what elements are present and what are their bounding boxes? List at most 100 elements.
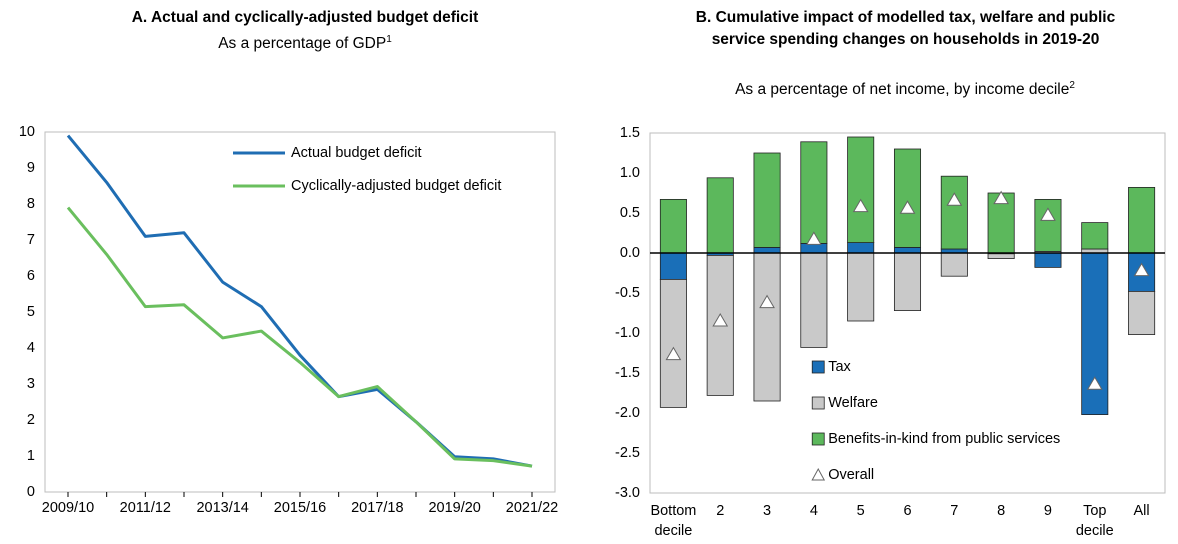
x-tick-label-line: 9: [1044, 503, 1052, 519]
overall-marker: [899, 200, 916, 214]
x-tick-label-line: All: [1134, 503, 1150, 519]
x-tick-label: 7: [950, 503, 958, 519]
overall-marker: [712, 313, 729, 327]
x-tick-label-line: 5: [857, 503, 865, 519]
y-tick-label: 2: [27, 412, 35, 428]
overall-marker: [1133, 262, 1150, 277]
x-tick-label: Bottom decile: [650, 503, 696, 539]
y-tick-label: 7: [27, 232, 35, 248]
bar-segment: [940, 252, 968, 277]
x-tick-label: 3: [763, 503, 771, 519]
x-tick-label: 8: [997, 503, 1005, 519]
line-series: [66, 206, 533, 468]
bar-segment: [659, 252, 687, 280]
footnote-mark: 1: [386, 34, 392, 45]
bar-segment: [753, 252, 781, 402]
bar-segment: [1128, 186, 1156, 254]
overall-marker: [852, 198, 869, 213]
y-tick-label: 9: [27, 160, 35, 176]
overall-marker: [805, 231, 822, 245]
x-tick-label-line: decile: [654, 523, 692, 539]
legend-label: Cyclically-adjusted budget deficit: [291, 178, 501, 194]
overall-marker: [759, 294, 775, 309]
y-tick-label: 0.0: [620, 245, 640, 261]
bar-segment: [1128, 290, 1156, 335]
x-tick-label: 2021/22: [506, 500, 558, 516]
y-tick-label: 5: [27, 304, 35, 320]
x-tick-label-line: Bottom: [650, 503, 696, 519]
legend-swatch: [811, 467, 826, 481]
overall-marker: [665, 346, 682, 361]
y-tick-label: 0: [27, 484, 35, 500]
y-tick-label: 4: [27, 340, 35, 356]
subtitle-text: As a percentage of GDP: [218, 35, 387, 53]
legend-label: Welfare: [828, 395, 878, 411]
bar-segment: [893, 246, 922, 254]
x-tick-label-line: 7: [950, 503, 958, 519]
x-tick-label: 9: [1044, 503, 1052, 519]
legend-label: Actual budget deficit: [291, 145, 422, 161]
y-tick-label: 10: [19, 124, 35, 140]
y-tick-label: -2.0: [615, 405, 640, 421]
bar-segment: [800, 252, 828, 348]
bar-segment: [753, 246, 781, 254]
legend-swatch: [811, 396, 825, 410]
x-tick-label: All: [1134, 503, 1150, 519]
y-tick-label: 1: [27, 448, 35, 464]
plot-frame: [649, 132, 1166, 494]
y-tick-label: -1.5: [615, 365, 640, 381]
overall-marker: [993, 190, 1010, 205]
legend-label: Tax: [828, 359, 851, 375]
bar-segment: [940, 175, 968, 250]
legend-label: Overall: [828, 467, 874, 483]
bar-segment: [847, 136, 875, 243]
bar-segment: [659, 198, 687, 254]
x-tick-label: 2: [716, 503, 724, 519]
bar-segment: [706, 177, 734, 254]
x-tick-label: 2019/20: [428, 500, 480, 516]
x-tick-label: 4: [810, 503, 818, 519]
x-tick-label-line: decile: [1076, 523, 1114, 539]
x-tick-label: Top decile: [1076, 503, 1114, 539]
x-tick-label: 2011/12: [120, 500, 171, 516]
y-tick-label: 6: [27, 268, 35, 284]
x-tick-label: 6: [903, 503, 911, 519]
y-tick-label: -2.5: [615, 445, 640, 461]
y-tick-label: 1.5: [620, 125, 640, 141]
x-tick-label-line: Top: [1083, 503, 1106, 519]
x-tick-label: 2009/10: [42, 500, 94, 516]
x-tick-label: 2013/14: [196, 500, 248, 516]
y-tick-label: 8: [27, 196, 35, 212]
y-tick-label: -3.0: [615, 485, 640, 501]
x-tick-label-line: 2: [716, 503, 724, 519]
bar-segment: [1081, 222, 1109, 250]
line-series: [66, 134, 533, 468]
x-tick-label-line: 6: [903, 503, 911, 519]
overall-marker: [1086, 376, 1103, 390]
overall-marker: [1040, 207, 1056, 221]
bar-segment: [893, 148, 922, 248]
chart-title: A. Actual and cyclically-adjusted budget…: [131, 9, 479, 26]
chart-subtitle: As a percentage of net income, by income…: [620, 75, 1178, 101]
bar-segment: [659, 278, 687, 408]
bar-segment: [1034, 198, 1062, 252]
bar-segment: [893, 252, 922, 311]
y-tick-label: 1.0: [620, 165, 640, 181]
y-tick-label: 0.5: [620, 205, 640, 221]
x-tick-label: 2015/16: [274, 500, 326, 516]
x-tick-label: 5: [857, 503, 865, 519]
y-tick-label: 3: [27, 376, 35, 392]
bar-segment: [753, 152, 781, 248]
legend-label: Benefits-in-kind from public services: [828, 431, 1060, 447]
x-tick-label: 2017/18: [351, 500, 403, 516]
chart-subtitle: As a percentage of GDP1: [20, 29, 590, 55]
bar-segment: [847, 252, 875, 322]
legend-swatch: [811, 432, 825, 446]
bar-segment: [987, 253, 1015, 260]
x-tick-label-line: 4: [810, 503, 818, 519]
overall-marker: [946, 192, 963, 206]
bar-segment: [847, 242, 875, 254]
footnote-mark: 2: [1069, 80, 1075, 91]
